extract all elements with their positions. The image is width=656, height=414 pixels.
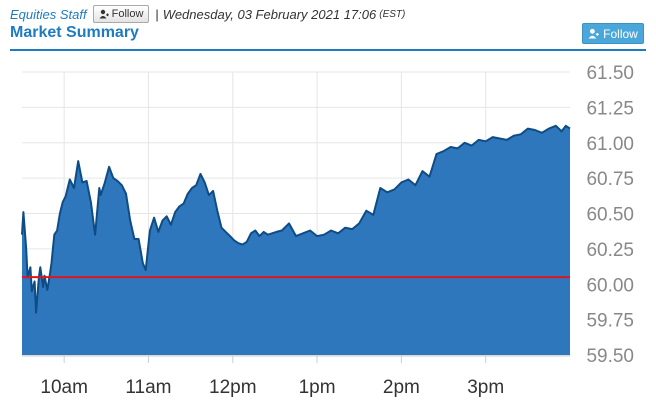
y-tick-label: 60.25 xyxy=(586,240,634,261)
y-tick-label: 59.75 xyxy=(586,311,634,332)
x-tick-label: 1pm xyxy=(299,377,336,398)
x-tick-label: 2pm xyxy=(383,377,420,398)
y-tick-label: 60.00 xyxy=(586,275,634,296)
follow-author-label: Follow xyxy=(111,8,144,20)
page-title: Market Summary xyxy=(10,24,139,41)
y-tick-label: 59.50 xyxy=(586,346,634,367)
y-tick-label: 60.50 xyxy=(586,205,634,226)
author-link[interactable]: Equities Staff xyxy=(10,6,87,22)
follow-topic-label: Follow xyxy=(603,26,638,41)
header-divider xyxy=(10,49,646,51)
price-line xyxy=(21,124,571,314)
x-tick-label: 11am xyxy=(125,377,171,398)
price-area xyxy=(22,125,570,355)
y-tick-label: 61.25 xyxy=(586,98,634,119)
user-plus-icon xyxy=(99,9,109,19)
x-tick-label: 10am xyxy=(40,377,88,398)
byline-bar: Equities Staff Follow | Wednesday, 03 Fe… xyxy=(10,4,405,24)
y-tick-label: 60.75 xyxy=(586,169,634,190)
follow-author-button[interactable]: Follow xyxy=(92,5,150,23)
y-tick-label: 61.00 xyxy=(586,134,634,155)
x-tick-label: 3pm xyxy=(467,377,504,398)
y-tick-label: 61.50 xyxy=(586,63,634,84)
user-plus-icon xyxy=(588,28,599,39)
byline-separator: | xyxy=(155,6,159,22)
x-tick-label: 12pm xyxy=(209,377,257,398)
timezone-label: (EST) xyxy=(379,8,406,20)
publish-datetime: Wednesday, 03 February 2021 17:06 xyxy=(162,6,377,22)
follow-topic-button[interactable]: Follow xyxy=(582,23,644,44)
